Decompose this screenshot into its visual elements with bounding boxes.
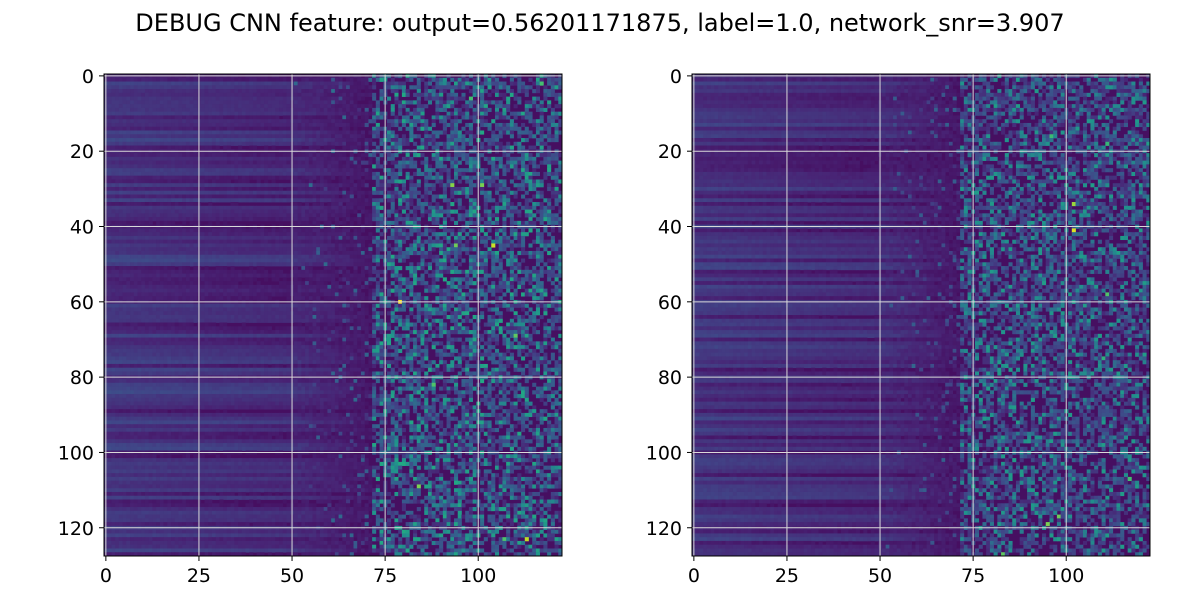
right-heatmap-panel: 0 25 50 75 100 0 20 40 60 80 100 120 — [646, 66, 1151, 587]
right-heatmap-ytick-label: 0 — [670, 66, 682, 88]
left-heatmap-xtick-label: 50 — [280, 565, 304, 587]
right-heatmap-cells — [692, 74, 1150, 556]
left-heatmap-ytick-label: 100 — [58, 442, 94, 464]
right-heatmap-ytick-label: 20 — [658, 141, 682, 163]
right-heatmap-ytick-label: 100 — [646, 442, 682, 464]
right-heatmap-xtick-label: 50 — [868, 565, 892, 587]
left-heatmap-ytick-label: 0 — [82, 66, 94, 88]
left-heatmap-xtick-label: 25 — [187, 565, 211, 587]
left-heatmap-ytick-label: 120 — [58, 518, 94, 540]
right-heatmap-xtick-label: 0 — [688, 565, 700, 587]
right-heatmap-xtick-label: 75 — [961, 565, 985, 587]
left-heatmap-ytick-label: 20 — [70, 141, 94, 163]
right-heatmap-ytick-label: 120 — [646, 518, 682, 540]
right-heatmap-xtick-label: 25 — [775, 565, 799, 587]
left-heatmap-ytick-label: 60 — [70, 292, 94, 314]
left-heatmap-xtick-label: 100 — [460, 565, 496, 587]
left-heatmap-xtick-label: 75 — [373, 565, 397, 587]
right-heatmap-ytick-label: 40 — [658, 217, 682, 239]
left-heatmap-ytick-label: 40 — [70, 217, 94, 239]
right-heatmap-xtick-label: 100 — [1048, 565, 1084, 587]
left-heatmap-ytick-label: 80 — [70, 367, 94, 389]
left-heatmap-panel: 0 25 50 75 100 0 20 40 60 80 100 120 — [58, 66, 563, 587]
left-heatmap-xtick-label: 0 — [100, 565, 112, 587]
right-heatmap-ytick-label: 60 — [658, 292, 682, 314]
right-heatmap-ytick-label: 80 — [658, 367, 682, 389]
